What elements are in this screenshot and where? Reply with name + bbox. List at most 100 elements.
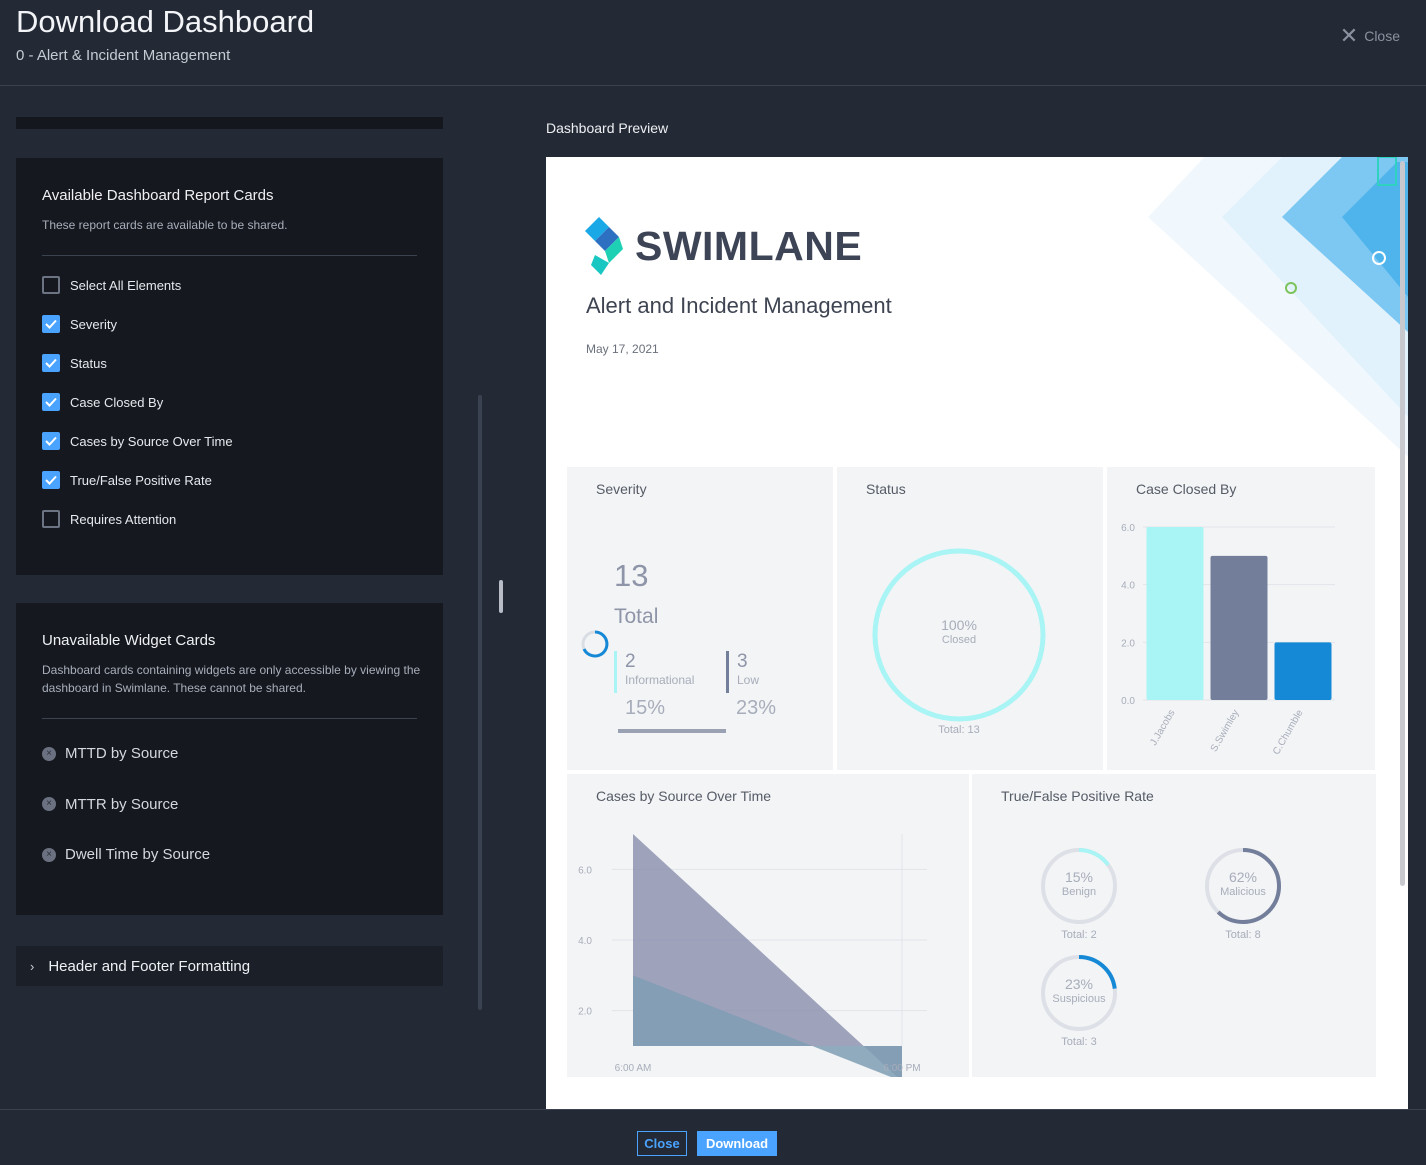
- severity-title: Severity: [596, 481, 647, 497]
- severity-item-low: 3 Low: [726, 651, 759, 693]
- tfp-donut-pct: 15%: [1064, 869, 1094, 885]
- checkbox-row[interactable]: Severity: [42, 315, 117, 333]
- unavailable-item: × MTTR by Source: [42, 796, 178, 813]
- left-panel-scrollbar[interactable]: [478, 395, 482, 1010]
- severity-low-count: 3: [737, 651, 748, 672]
- checkbox-label: True/False Positive Rate: [70, 472, 212, 488]
- checkbox-label: Severity: [70, 316, 117, 332]
- tfp-donut-label: Benign: [1061, 886, 1097, 898]
- report-title: Alert and Incident Management: [586, 293, 892, 318]
- unavailable-cards-panel: Unavailable Widget Cards Dashboard cards…: [16, 603, 443, 915]
- header-close-button[interactable]: ✕ Close: [1339, 23, 1400, 48]
- x-tick-label: 6:00 AM: [615, 1063, 652, 1074]
- tfp-donut-label: Suspicious: [1052, 993, 1106, 1005]
- checkbox-checked-icon[interactable]: [42, 315, 60, 333]
- x-tick-label: S.Swimley: [1209, 708, 1242, 754]
- x-tick-label: 6:00 PM: [883, 1063, 920, 1074]
- unavailable-item: × MTTD by Source: [42, 745, 178, 762]
- y-tick-label: 2.0: [578, 1007, 592, 1018]
- checkbox-row[interactable]: Case Closed By: [42, 393, 163, 411]
- preview-scrollbar[interactable]: [1400, 161, 1405, 886]
- true-false-positive-card: True/False Positive Rate 15% Benign Total:…: [972, 774, 1376, 1077]
- checkbox-row[interactable]: Select All Elements: [42, 276, 181, 294]
- divider: [42, 255, 417, 256]
- available-cards-description: These report cards are available to be s…: [42, 218, 288, 232]
- unavailable-item-label: Dwell Time by Source: [65, 846, 211, 863]
- bar: [1146, 527, 1204, 700]
- accordion-label: Header and Footer Formatting: [48, 957, 251, 975]
- unavailable-item-label: MTTD by Source: [65, 745, 179, 762]
- severity-underline: [618, 729, 726, 733]
- y-tick-label: 4.0: [578, 936, 592, 947]
- y-tick-label: 6.0: [578, 865, 592, 876]
- status-label: Closed: [941, 634, 977, 646]
- area-series: [633, 975, 902, 1077]
- severity-informational-pct: 15%: [625, 697, 666, 719]
- unavailable-x-icon: ×: [42, 847, 56, 862]
- status-title: Status: [866, 481, 906, 497]
- chevron-right-icon: ›: [30, 958, 35, 974]
- unavailable-cards-description: Dashboard cards containing widgets are o…: [42, 663, 421, 695]
- severity-item-informational: 2 Informational: [614, 651, 694, 693]
- severity-spinner-icon: [581, 630, 609, 658]
- bar: [1210, 555, 1268, 700]
- collapsed-section-bar: [16, 117, 443, 129]
- dialog-footer: Close Download: [0, 1109, 1426, 1165]
- y-tick-label: 6.0: [1121, 523, 1135, 534]
- checkbox-checked-icon[interactable]: [42, 354, 60, 372]
- checkbox-row[interactable]: True/False Positive Rate: [42, 471, 212, 489]
- donut-arc: [1041, 955, 1117, 1031]
- tfp-donut-total: Total: 2: [1061, 929, 1097, 941]
- unavailable-item: × Dwell Time by Source: [42, 846, 210, 863]
- tfp-title: True/False Positive Rate: [1001, 788, 1154, 804]
- dashboard-preview: SWIMLANE Alert and Incident Management M…: [546, 157, 1408, 1109]
- footer-close-button[interactable]: Close: [637, 1131, 687, 1156]
- checkbox-unchecked-icon[interactable]: [42, 510, 60, 528]
- checkbox-checked-icon[interactable]: [42, 471, 60, 489]
- unavailable-cards-title: Unavailable Widget Cards: [42, 632, 216, 649]
- unavailable-item-label: MTTR by Source: [65, 795, 179, 813]
- cases-over-time-title: Cases by Source Over Time: [596, 788, 772, 804]
- download-button[interactable]: Download: [697, 1131, 777, 1156]
- checkbox-checked-icon[interactable]: [42, 432, 60, 450]
- tfp-donut: [1041, 955, 1117, 1031]
- dialog-title: Download Dashboard: [16, 4, 315, 39]
- tfp-donut: [1205, 848, 1281, 924]
- checkbox-unchecked-icon[interactable]: [42, 276, 60, 294]
- checkbox-row[interactable]: Status: [42, 354, 107, 372]
- status-pct: 100%: [941, 617, 977, 633]
- checkbox-label: Status: [70, 355, 107, 371]
- status-card: Status 100% Closed Total: 13: [837, 467, 1103, 770]
- resize-handle[interactable]: [499, 580, 503, 613]
- x-tick-label: J.Jacobs: [1148, 708, 1177, 748]
- dialog-header: Download Dashboard 0 - Alert & Incident …: [0, 0, 1426, 86]
- severity-total-value: 13: [614, 558, 649, 593]
- status-donut: [872, 548, 1046, 722]
- severity-card: Severity 13 Total 2 Informational 15% 3 …: [567, 467, 833, 770]
- case-closed-by-card: Case Closed By 0.0 2.0 4.0 6.0 J.Jacobs S.Swi…: [1107, 467, 1375, 770]
- checkbox-row[interactable]: Cases by Source Over Time: [42, 432, 233, 450]
- x-tick-label: C.Chumble: [1271, 708, 1306, 757]
- checkbox-row[interactable]: Requires Attention: [42, 510, 176, 528]
- donut-arc: [1041, 848, 1117, 924]
- swimlane-logo-text: SWIMLANE: [635, 222, 863, 269]
- checkbox-label: Cases by Source Over Time: [70, 433, 233, 449]
- checkbox-label: Case Closed By: [70, 394, 164, 410]
- severity-informational-label: Informational: [625, 673, 695, 687]
- close-icon: ✕: [1339, 23, 1359, 48]
- swimlane-logo: SWIMLANE: [585, 217, 862, 275]
- checkbox-checked-icon[interactable]: [42, 393, 60, 411]
- donut-arc: [1205, 848, 1281, 924]
- cases-over-time-card: Cases by Source Over Time 2.0 4.0 6.0 6:00 …: [567, 774, 969, 1077]
- unavailable-x-icon: ×: [42, 797, 56, 811]
- tfp-donut-pct: 23%: [1064, 976, 1094, 992]
- cases-over-time-chart: 2.0 4.0 6.0 6:00 AM 6:00 PM: [578, 834, 927, 1077]
- tfp-donut-label: Malicious: [1220, 886, 1266, 898]
- y-tick-label: 2.0: [1121, 638, 1135, 649]
- swimlane-logo-icon: [585, 217, 623, 275]
- tfp-donut-pct: 62%: [1228, 869, 1258, 885]
- case-closed-by-chart: 0.0 2.0 4.0 6.0 J.Jacobs S.Swimley C.Chumble: [1121, 523, 1335, 757]
- bar: [1274, 642, 1332, 700]
- header-footer-formatting-accordion[interactable]: › Header and Footer Formatting: [16, 946, 443, 986]
- unavailable-x-icon: ×: [42, 746, 56, 761]
